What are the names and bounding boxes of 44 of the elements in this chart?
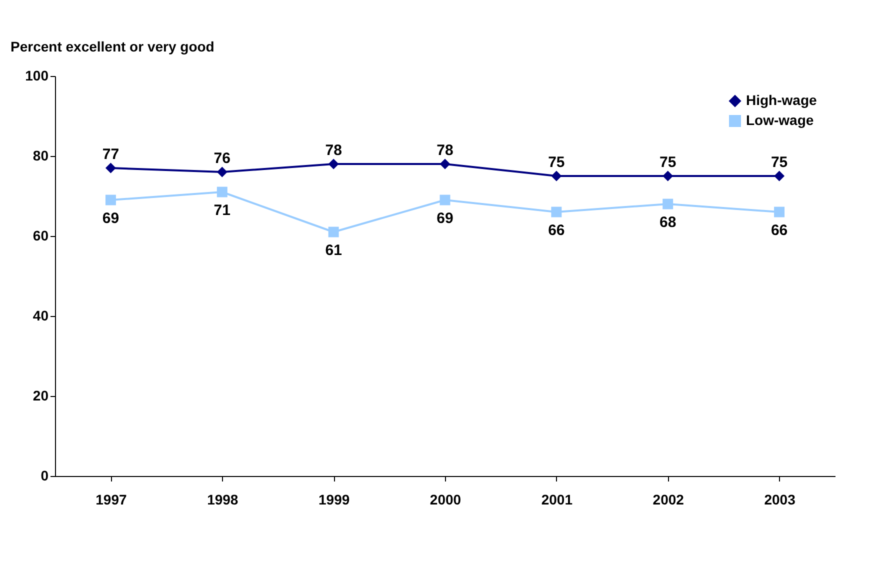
y-axis-title: Percent excellent or very good xyxy=(10,38,214,54)
y-tick-label: 0 xyxy=(40,468,49,484)
data-label: 68 xyxy=(660,214,676,231)
data-label: 69 xyxy=(102,210,120,227)
y-tick-label: 20 xyxy=(32,388,49,404)
point xyxy=(440,194,450,206)
data-label: 75 xyxy=(660,154,676,171)
x-tick-label: 2002 xyxy=(652,492,684,508)
x-tick-label: 1997 xyxy=(96,492,127,508)
x-tick-label: 1999 xyxy=(318,492,350,508)
data-label: 61 xyxy=(325,242,342,259)
data-label: 77 xyxy=(102,146,120,163)
point xyxy=(662,198,674,210)
legend-label: Low-wage xyxy=(746,112,814,128)
y-tick-label: 100 xyxy=(25,68,49,84)
point xyxy=(662,170,674,182)
point xyxy=(105,194,116,206)
x-tick-label: 2003 xyxy=(764,492,796,508)
point xyxy=(774,170,785,182)
point xyxy=(551,206,562,218)
point xyxy=(774,206,785,218)
data-label: 71 xyxy=(214,202,230,219)
point xyxy=(328,226,339,238)
y-tick-label: 40 xyxy=(32,308,49,324)
legend-label: High-wage xyxy=(746,92,817,108)
x-tick-label: 1998 xyxy=(207,492,238,508)
x-tick-label: 2000 xyxy=(430,492,462,508)
point xyxy=(216,186,228,198)
y-tick-label: 80 xyxy=(32,148,49,164)
point xyxy=(440,158,450,170)
data-label: 66 xyxy=(770,222,788,239)
data-label: 69 xyxy=(436,210,454,227)
point xyxy=(105,162,116,174)
point xyxy=(328,158,339,170)
y-tick-label: 60 xyxy=(32,228,49,244)
data-label: 66 xyxy=(548,222,565,239)
data-label: 76 xyxy=(214,150,230,167)
data-label: 75 xyxy=(770,154,788,171)
data-label: 78 xyxy=(325,142,342,159)
point xyxy=(551,170,562,182)
data-label: 75 xyxy=(548,154,565,171)
x-tick-label: 2001 xyxy=(541,492,573,508)
point xyxy=(216,166,228,178)
data-label: 78 xyxy=(436,142,454,159)
